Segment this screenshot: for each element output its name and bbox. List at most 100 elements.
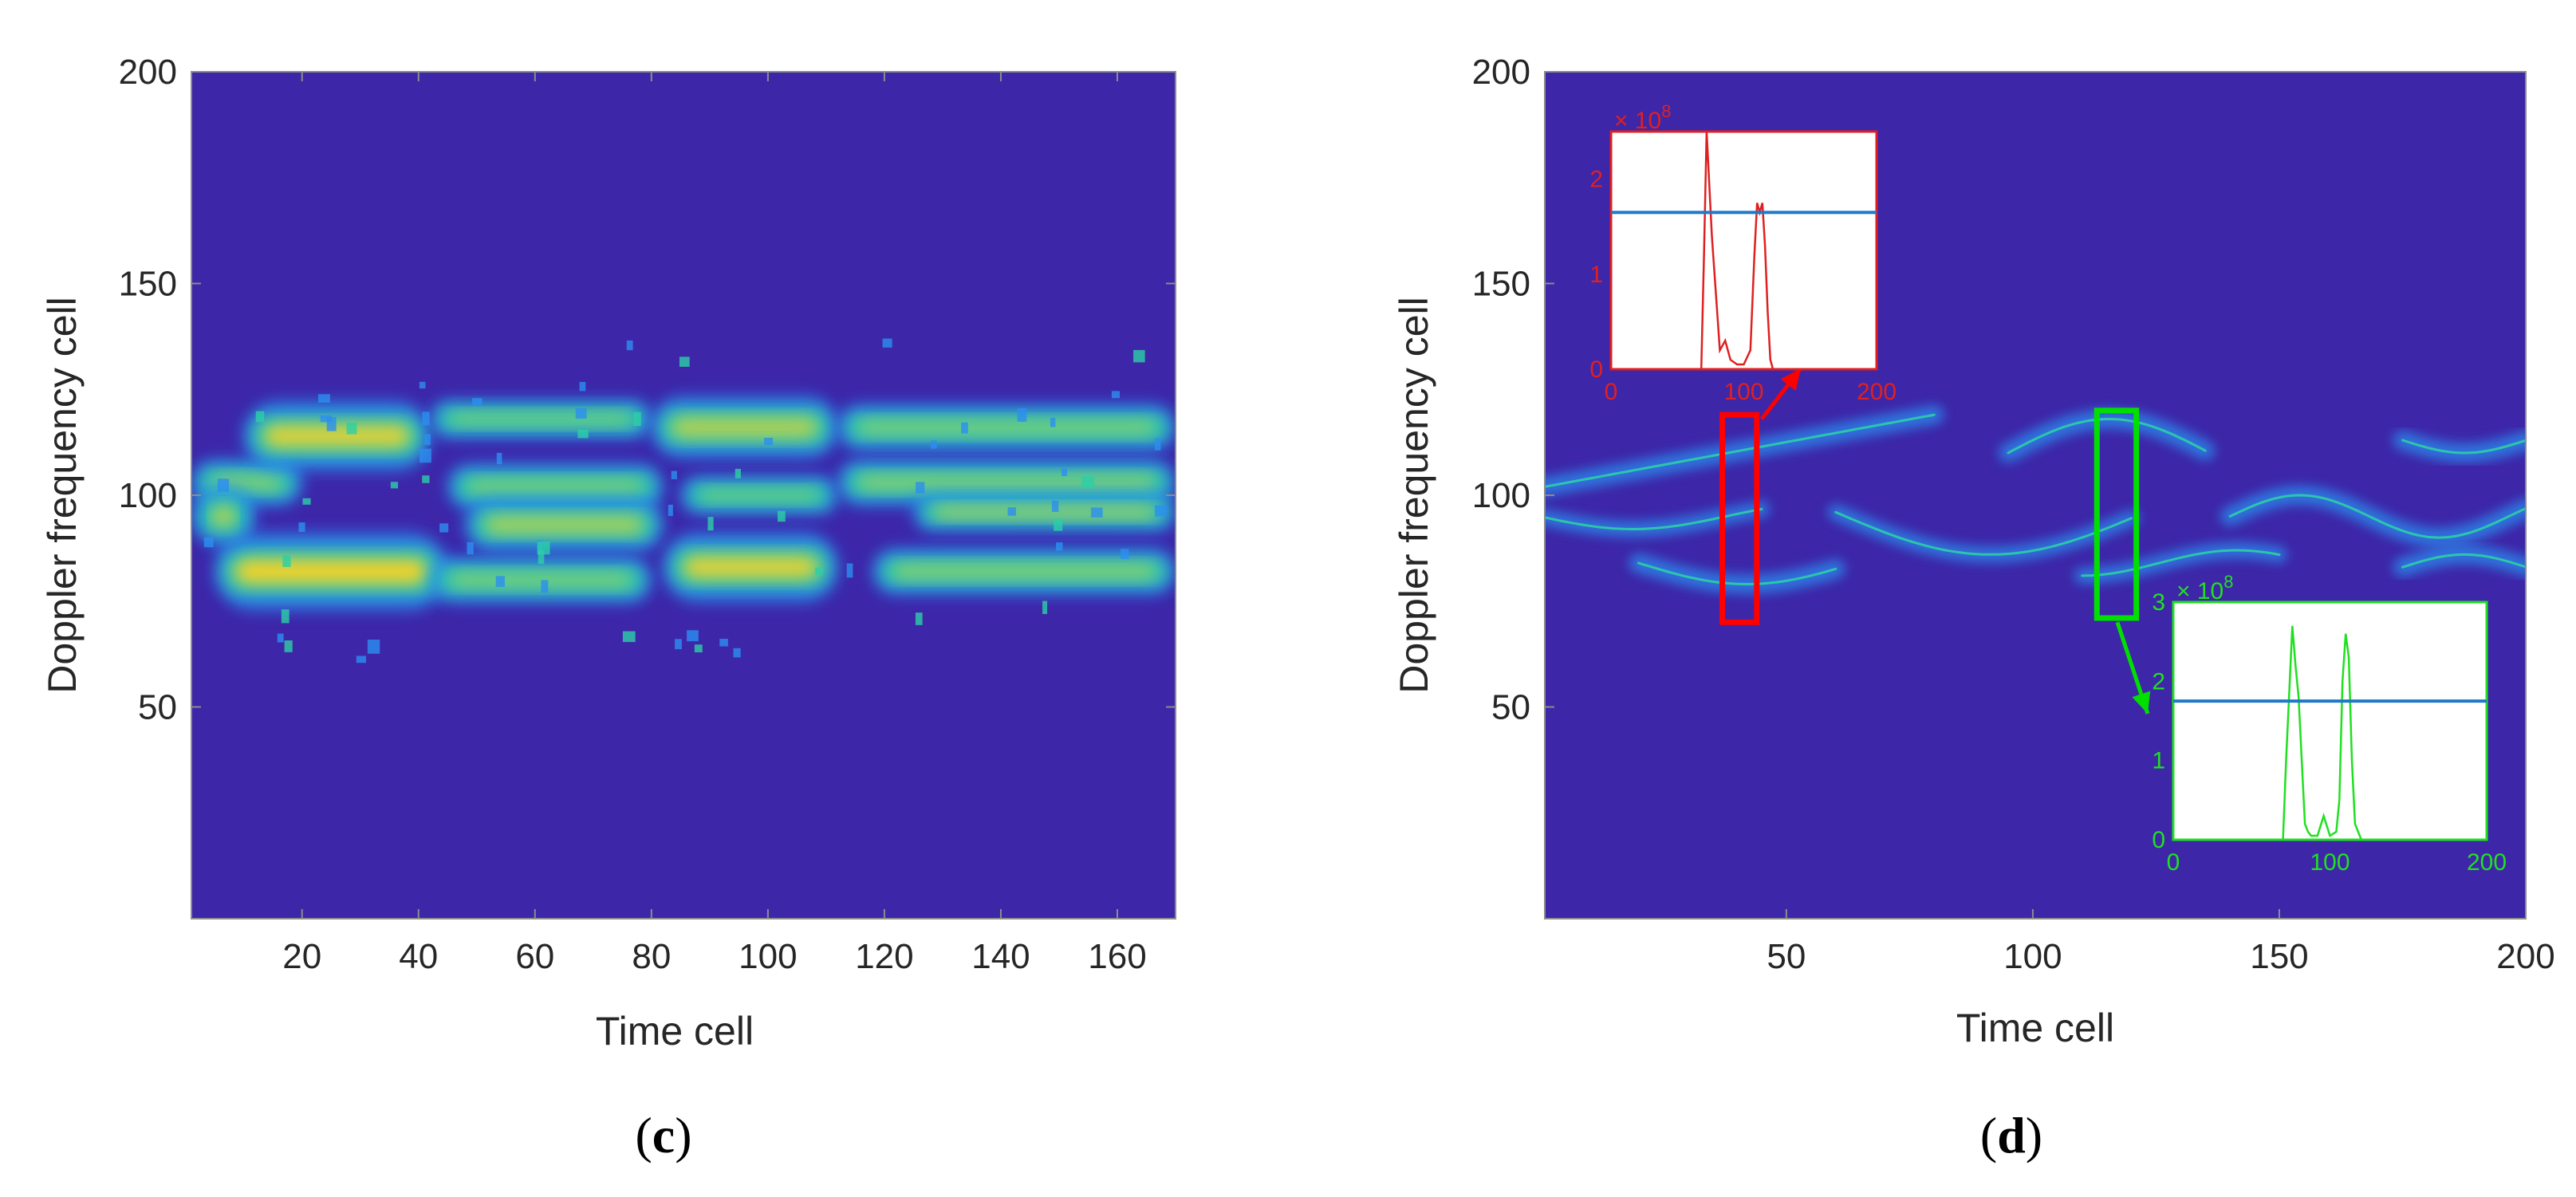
heatmap-speckle <box>733 648 741 658</box>
heatmap-speckle <box>255 411 265 423</box>
heatmap-speckle <box>367 640 380 654</box>
inset-x-tick-label: 0 <box>1605 379 1618 405</box>
heatmap-speckle <box>1133 349 1145 363</box>
heatmap-speckle <box>419 448 431 463</box>
y-tick-label: 150 <box>119 265 177 304</box>
caption-d: (d) <box>1980 1107 2042 1164</box>
heatmap-speckle <box>1051 500 1059 512</box>
inset-frame <box>1609 130 1878 371</box>
heatmap-speckle <box>317 394 330 403</box>
y-tick-label: 50 <box>138 688 177 727</box>
x-tick-label: 20 <box>282 937 321 976</box>
heatmap-speckle <box>1062 468 1067 476</box>
heatmap-speckle <box>1154 505 1167 517</box>
band-core <box>234 558 428 585</box>
micro-doppler-ridge <box>1545 413 1936 488</box>
band-core <box>485 516 644 534</box>
heatmap-speckle <box>671 471 677 479</box>
heatmap-speckle <box>687 630 699 642</box>
x-tick-label: 100 <box>739 937 797 976</box>
micro-doppler-ridge <box>2401 439 2526 455</box>
heatmap-speckle <box>203 537 214 548</box>
band-core <box>450 412 632 426</box>
inset-frame <box>2172 600 2488 841</box>
heatmap-speckle <box>719 638 728 647</box>
micro-doppler-ridge <box>2228 494 2526 539</box>
heatmap-speckle <box>1017 408 1027 422</box>
inset-y-tick-label: 2 <box>2152 668 2165 695</box>
band-core <box>671 417 818 438</box>
heatmap-speckle <box>694 644 703 653</box>
heatmap-speckle <box>626 340 633 351</box>
y-tick-label: 200 <box>119 53 177 92</box>
arrow-head <box>2132 691 2151 714</box>
micro-doppler-ridge <box>2401 553 2526 569</box>
band-core <box>892 564 1156 580</box>
inset-y-tick-label: 3 <box>2152 589 2165 616</box>
inset-profile-line <box>2173 625 2487 841</box>
heatmap-speckle <box>1054 518 1063 531</box>
x-tick-label: 50 <box>1767 937 1806 976</box>
heatmap-speckle <box>1154 438 1161 451</box>
inset-x-tick-label: 100 <box>1723 379 1763 405</box>
heatmap-speckle <box>675 639 682 650</box>
heatmap-speckle <box>575 408 587 419</box>
heatmap-speckle <box>302 498 311 505</box>
heatmap-speckle <box>390 482 399 489</box>
heatmap-speckle <box>217 478 230 492</box>
heatmap-speckle <box>668 504 673 517</box>
band-core <box>700 489 818 502</box>
x-axis-label-d: Time cell <box>1956 1006 2114 1050</box>
heatmap-speckle <box>1121 549 1129 560</box>
inset-y-tick-label: 1 <box>2152 748 2165 774</box>
x-tick-label: 120 <box>855 937 913 976</box>
inset-exponent: 8 <box>2223 572 2233 592</box>
heatmap-speckle <box>915 612 923 625</box>
heatmap-speckle <box>496 452 502 465</box>
heatmap-speckle <box>346 422 357 435</box>
x-tick-label: 140 <box>971 937 1030 976</box>
inset-y-tick-label: 2 <box>1589 167 1603 193</box>
heatmap-speckle <box>846 563 853 578</box>
y-tick-label: 100 <box>119 476 177 515</box>
heatmap-speckle <box>356 656 367 663</box>
heatmap-speckle <box>537 541 550 555</box>
heatmap-speckle <box>577 429 589 439</box>
heatmap-speckle <box>1007 507 1016 516</box>
heatmap-speckle <box>424 434 431 446</box>
micro-doppler-ridge <box>2007 417 2207 455</box>
arrow-head <box>1780 368 1801 391</box>
x-tick-label: 100 <box>2003 937 2062 976</box>
heatmap-speckle <box>1111 391 1121 399</box>
y-tick-label: 100 <box>1472 476 1530 515</box>
heatmap-c <box>191 338 1176 663</box>
heatmap-speckle <box>961 422 968 434</box>
heatmap-speckle <box>277 633 284 643</box>
caption-c: (c) <box>635 1107 691 1164</box>
y-axis-label-d: Doppler frequency cell <box>1392 297 1436 694</box>
heatmap-speckle <box>467 541 474 555</box>
inset-exponent: 8 <box>1661 101 1671 121</box>
heatmap-speckle <box>778 510 786 522</box>
y-tick-label: 150 <box>1472 265 1530 304</box>
inset-x-tick-label: 100 <box>2310 849 2350 876</box>
heatmap-speckle <box>633 411 641 427</box>
x-tick-label: 60 <box>515 937 554 976</box>
y-tick-label: 200 <box>1472 53 1530 92</box>
band-core <box>933 506 1156 519</box>
inset-profile-line <box>1611 131 1877 371</box>
inset-x-tick-label: 200 <box>2467 849 2507 876</box>
arrows-d <box>1759 367 2151 715</box>
x-tick-label: 40 <box>399 937 438 976</box>
heatmap-speckle <box>282 555 291 568</box>
heatmap-speckle <box>707 517 714 531</box>
heatmap-speckle <box>1090 507 1103 518</box>
heatmap-speckle <box>815 567 823 575</box>
heatmap-speckle <box>422 475 430 483</box>
heatmap-speckle <box>326 416 337 431</box>
heatmap-speckle <box>439 523 449 533</box>
heatmap-speckle <box>422 411 430 426</box>
